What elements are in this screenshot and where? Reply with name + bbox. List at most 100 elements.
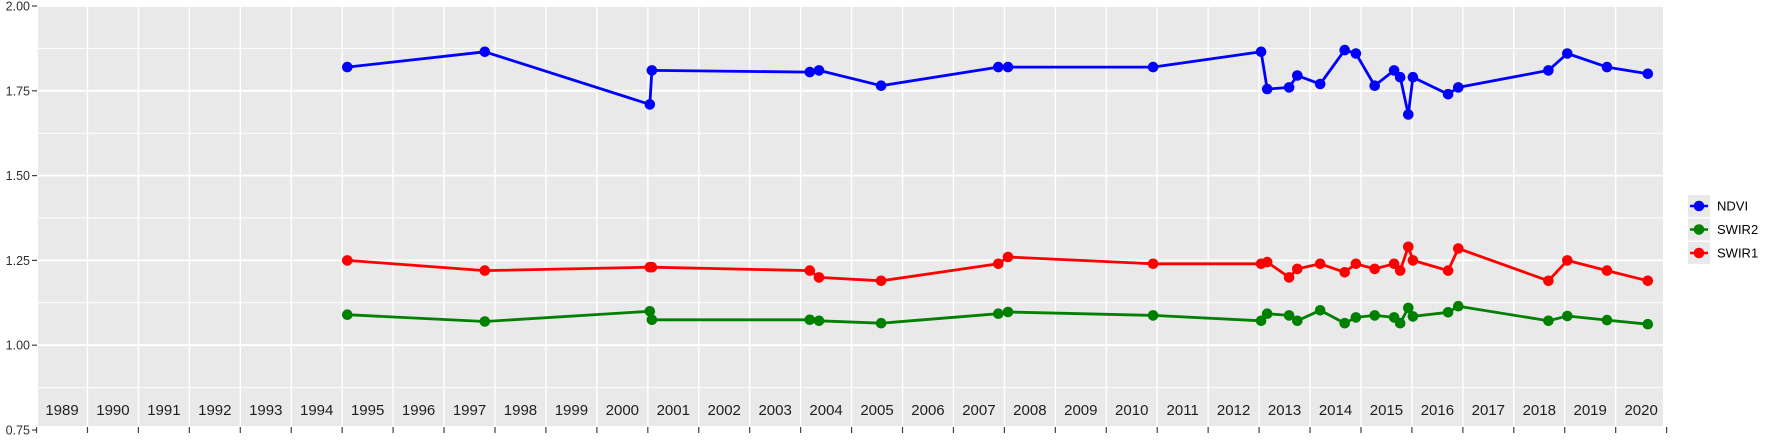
data-point bbox=[1403, 302, 1414, 314]
legend-item-swir1: SWIR1 bbox=[1688, 242, 1758, 264]
legend-label: NDVI bbox=[1717, 199, 1748, 214]
x-axis-label: 2018 bbox=[1523, 402, 1556, 419]
data-point bbox=[1388, 258, 1400, 270]
data-point bbox=[1147, 258, 1159, 270]
data-point bbox=[1292, 70, 1303, 81]
x-axis-label: 1993 bbox=[249, 402, 282, 419]
data-point bbox=[646, 261, 658, 273]
x-axis-labels: 1989 1990 1991 1992 1993 1994 1995 1996 1997 1998… bbox=[45, 402, 1658, 419]
data-point bbox=[875, 80, 887, 91]
data-point bbox=[644, 306, 656, 317]
legend: NDVI SWIR2 SWIR1 bbox=[1688, 195, 1758, 264]
data-point bbox=[1350, 312, 1362, 323]
data-point bbox=[1292, 315, 1303, 327]
y-axis-label: 0.75 bbox=[6, 424, 30, 438]
data-point bbox=[1642, 68, 1654, 80]
data-point bbox=[1453, 300, 1464, 312]
legend-key-point bbox=[1693, 224, 1705, 235]
data-point bbox=[1339, 44, 1350, 56]
data-point bbox=[1642, 275, 1654, 287]
data-point bbox=[1407, 255, 1419, 266]
legend-item-ndvi: NDVI bbox=[1688, 195, 1748, 217]
data-point bbox=[342, 61, 353, 73]
data-point bbox=[1369, 310, 1380, 321]
x-axis-label: 2002 bbox=[708, 402, 741, 419]
x-axis-ticks bbox=[35, 427, 1668, 433]
data-point bbox=[1350, 48, 1362, 59]
data-point bbox=[1394, 317, 1406, 329]
x-axis-label: 2001 bbox=[657, 402, 690, 419]
x-axis-label: 2014 bbox=[1319, 402, 1352, 419]
data-point bbox=[1147, 310, 1159, 321]
data-point bbox=[1283, 272, 1295, 283]
y-axis-label: 1.00 bbox=[6, 339, 30, 353]
data-point bbox=[1562, 48, 1573, 59]
x-axis-label: 1995 bbox=[351, 402, 384, 419]
minor-gridlines bbox=[38, 47, 1663, 389]
data-point bbox=[1407, 311, 1419, 322]
x-axis-label: 2005 bbox=[860, 402, 893, 419]
x-axis-label: 1997 bbox=[453, 402, 486, 419]
legend-label: SWIR2 bbox=[1717, 222, 1758, 237]
data-point bbox=[1283, 82, 1295, 93]
legend-key-point bbox=[1693, 200, 1705, 212]
x-axis-label: 2016 bbox=[1421, 402, 1454, 419]
data-point bbox=[644, 99, 656, 110]
data-point bbox=[1283, 310, 1295, 321]
series-swir2 bbox=[342, 300, 1654, 330]
data-point bbox=[479, 265, 491, 276]
data-point bbox=[993, 61, 1004, 73]
data-point bbox=[1002, 251, 1014, 263]
data-point bbox=[1350, 258, 1362, 270]
y-axis-label: 2.00 bbox=[6, 0, 30, 14]
x-axis-label: 2012 bbox=[1217, 402, 1250, 419]
legend-item-swir2: SWIR2 bbox=[1688, 218, 1758, 241]
data-point bbox=[875, 317, 887, 329]
data-point bbox=[1442, 307, 1454, 318]
x-axis-label: 1996 bbox=[402, 402, 435, 419]
data-point bbox=[1543, 275, 1554, 287]
data-point bbox=[646, 314, 658, 326]
data-point bbox=[813, 272, 825, 283]
x-axis-label: 2015 bbox=[1370, 402, 1403, 419]
x-axis-label: 2020 bbox=[1624, 402, 1657, 419]
y-axis-label: 1.75 bbox=[6, 84, 30, 98]
data-point bbox=[479, 316, 491, 327]
data-point bbox=[1543, 315, 1554, 327]
x-axis-label: 2013 bbox=[1268, 402, 1301, 419]
series-line bbox=[345, 245, 1650, 283]
x-axis-label: 2000 bbox=[606, 402, 639, 419]
data-point bbox=[1261, 256, 1273, 268]
x-axis-label: 1998 bbox=[504, 402, 537, 419]
data-point bbox=[1388, 65, 1400, 76]
data-point bbox=[1314, 78, 1326, 90]
plot-panel bbox=[38, 6, 1663, 426]
data-point bbox=[1002, 61, 1014, 73]
data-point bbox=[1562, 255, 1573, 266]
data-point bbox=[1642, 318, 1654, 330]
data-point bbox=[804, 66, 816, 78]
data-point bbox=[1394, 71, 1406, 83]
data-point bbox=[813, 65, 825, 76]
x-axis-label: 2007 bbox=[962, 402, 995, 419]
x-axis-label: 2008 bbox=[1013, 402, 1046, 419]
data-point bbox=[804, 314, 816, 326]
data-point bbox=[342, 309, 353, 321]
data-point bbox=[804, 265, 816, 276]
data-point bbox=[1255, 315, 1267, 327]
data-point bbox=[1394, 265, 1406, 276]
data-point bbox=[1369, 80, 1380, 91]
legend-label: SWIR1 bbox=[1717, 246, 1758, 261]
x-axis-label: 2003 bbox=[758, 402, 791, 419]
data-point bbox=[1453, 243, 1464, 254]
legend-key-point bbox=[1693, 247, 1705, 259]
data-point bbox=[1442, 265, 1454, 276]
data-point bbox=[1339, 317, 1350, 329]
data-point bbox=[1339, 267, 1350, 278]
x-axis-label: 1994 bbox=[300, 402, 333, 419]
data-point bbox=[1453, 82, 1464, 93]
data-point bbox=[1407, 71, 1419, 83]
data-point bbox=[1562, 310, 1573, 322]
